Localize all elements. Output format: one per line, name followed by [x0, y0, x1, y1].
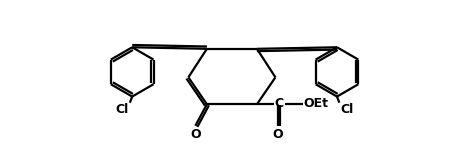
Text: OEt: OEt — [303, 97, 328, 110]
Text: O: O — [190, 128, 201, 141]
Text: Cl: Cl — [115, 104, 128, 117]
Text: Cl: Cl — [341, 104, 354, 117]
Text: C: C — [275, 97, 284, 110]
Text: O: O — [272, 128, 283, 141]
